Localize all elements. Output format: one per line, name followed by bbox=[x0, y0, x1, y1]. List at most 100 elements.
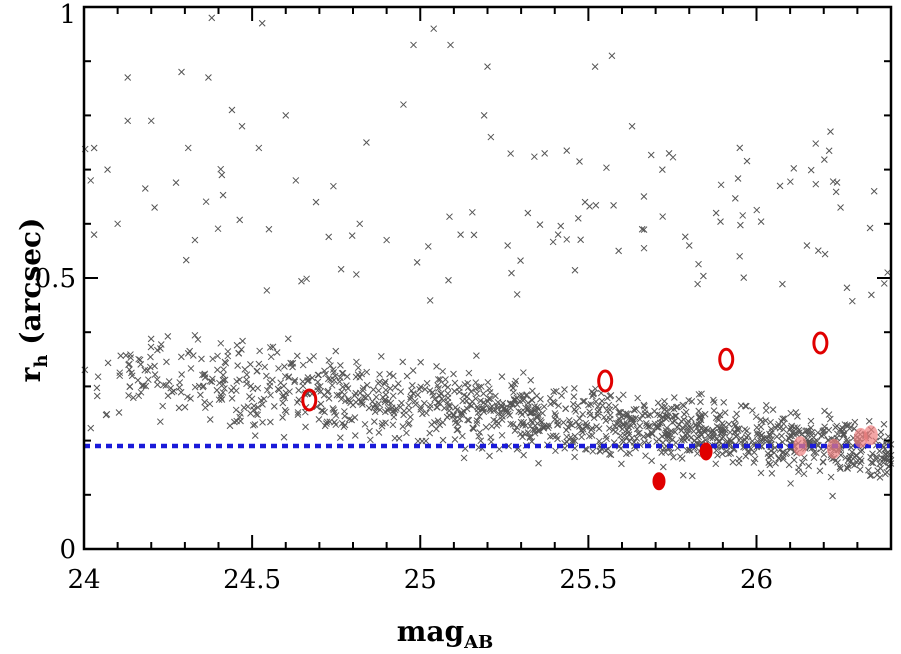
marker-stroke bbox=[217, 339, 225, 347]
marker-stroke bbox=[840, 432, 848, 440]
marker-stroke bbox=[606, 415, 614, 423]
marker-stroke bbox=[583, 446, 591, 453]
marker-stroke bbox=[480, 390, 487, 397]
marker-stroke bbox=[279, 399, 287, 407]
marker-stroke bbox=[538, 419, 545, 426]
marker-stroke bbox=[202, 198, 210, 206]
data-point-x bbox=[339, 369, 347, 377]
marker-stroke bbox=[651, 420, 659, 428]
data-point-x bbox=[279, 399, 287, 407]
marker-stroke bbox=[314, 371, 322, 379]
data-point-x bbox=[572, 408, 580, 415]
marker-stroke bbox=[737, 402, 745, 410]
data-point-x bbox=[389, 372, 397, 380]
marker-stroke bbox=[125, 366, 133, 374]
marker-stroke bbox=[558, 392, 566, 399]
data-point-x bbox=[658, 166, 666, 173]
data-point-x bbox=[848, 448, 856, 456]
marker-stroke bbox=[546, 433, 554, 440]
marker-stroke bbox=[254, 384, 262, 392]
marker-stroke bbox=[417, 383, 425, 391]
data-point-x bbox=[378, 422, 386, 430]
marker-stroke bbox=[546, 394, 554, 402]
data-point-x bbox=[794, 413, 801, 420]
data-point-x bbox=[209, 375, 216, 383]
marker-stroke bbox=[321, 422, 329, 430]
marker-stroke bbox=[389, 421, 397, 429]
marker-stroke bbox=[319, 407, 327, 415]
marker-stroke bbox=[333, 391, 341, 399]
marker-stroke bbox=[343, 382, 350, 389]
data-point-x bbox=[596, 447, 603, 455]
marker-stroke bbox=[335, 391, 343, 399]
data-point-x bbox=[693, 450, 701, 457]
marker-stroke bbox=[270, 403, 278, 410]
marker-stroke bbox=[685, 446, 693, 454]
data-point-x bbox=[372, 393, 380, 401]
data-point-x bbox=[390, 413, 398, 421]
marker-stroke bbox=[165, 378, 173, 385]
data-point-x bbox=[256, 347, 263, 355]
data-point-x bbox=[554, 421, 561, 429]
marker-stroke bbox=[362, 394, 370, 401]
marker-stroke bbox=[240, 404, 248, 411]
data-point-x bbox=[354, 364, 362, 372]
data-point-x bbox=[757, 218, 765, 225]
marker-stroke bbox=[869, 459, 877, 467]
marker-stroke bbox=[511, 427, 519, 435]
data-point-x bbox=[391, 434, 399, 442]
marker-stroke bbox=[608, 52, 616, 60]
data-point-x bbox=[506, 411, 514, 419]
marker-stroke bbox=[812, 449, 820, 457]
data-point-x bbox=[474, 403, 481, 411]
marker-stroke bbox=[386, 385, 394, 392]
data-point-x bbox=[356, 220, 364, 228]
data-point-x bbox=[569, 400, 577, 408]
data-point-x bbox=[336, 378, 344, 386]
data-point-x bbox=[653, 424, 661, 431]
marker-stroke bbox=[495, 410, 502, 417]
marker-stroke bbox=[655, 424, 663, 431]
data-point-x bbox=[472, 379, 480, 386]
marker-stroke bbox=[551, 410, 559, 417]
marker-stroke bbox=[552, 447, 559, 455]
data-point-x bbox=[254, 404, 262, 411]
marker-stroke bbox=[843, 284, 851, 292]
data-point-x bbox=[228, 106, 236, 114]
marker-stroke bbox=[468, 398, 476, 405]
data-point-x bbox=[826, 415, 834, 423]
data-point-x bbox=[710, 399, 718, 406]
marker-stroke bbox=[450, 411, 458, 418]
data-point-x bbox=[669, 153, 677, 161]
data-point-x bbox=[259, 419, 266, 426]
data-point-x bbox=[775, 454, 783, 462]
marker-stroke bbox=[868, 291, 875, 299]
marker-stroke bbox=[482, 423, 490, 431]
marker-stroke bbox=[821, 156, 828, 163]
marker-stroke bbox=[460, 407, 468, 415]
data-point-x bbox=[647, 151, 655, 159]
marker-stroke bbox=[612, 403, 619, 411]
data-point-x bbox=[882, 451, 890, 459]
marker-stroke bbox=[769, 406, 777, 413]
marker-stroke bbox=[731, 420, 738, 428]
data-point-x bbox=[868, 291, 875, 299]
data-point-x bbox=[698, 390, 705, 398]
marker-stroke bbox=[323, 418, 331, 426]
marker-stroke bbox=[641, 402, 648, 410]
marker-stroke bbox=[563, 147, 571, 154]
marker-stroke bbox=[624, 410, 632, 418]
data-point-x bbox=[674, 403, 681, 411]
data-point-x bbox=[636, 415, 644, 423]
data-point-x bbox=[768, 470, 776, 477]
data-point-x bbox=[737, 435, 745, 442]
data-point-x bbox=[661, 397, 668, 405]
marker-stroke bbox=[767, 452, 775, 460]
data-point-x bbox=[884, 269, 891, 276]
marker-stroke bbox=[394, 380, 402, 387]
marker-stroke bbox=[484, 397, 492, 405]
marker-stroke bbox=[451, 379, 459, 387]
marker-stroke bbox=[391, 406, 399, 414]
data-point-x bbox=[790, 430, 798, 438]
data-point-x bbox=[671, 417, 678, 425]
